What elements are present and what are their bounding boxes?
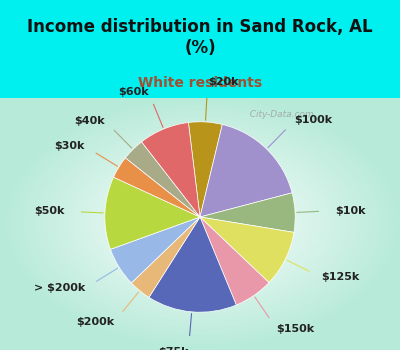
Wedge shape [200, 193, 295, 232]
Text: $75k: $75k [158, 346, 188, 350]
Wedge shape [131, 217, 200, 298]
Text: $150k: $150k [276, 323, 314, 334]
Wedge shape [200, 217, 269, 305]
Text: $100k: $100k [295, 116, 333, 125]
Text: $125k: $125k [321, 272, 359, 282]
Text: > $200k: > $200k [34, 284, 85, 293]
Wedge shape [110, 217, 200, 283]
Wedge shape [105, 177, 200, 249]
Wedge shape [200, 125, 292, 217]
Text: $10k: $10k [335, 205, 366, 216]
Wedge shape [200, 217, 294, 282]
Text: $50k: $50k [34, 206, 65, 216]
Text: City-Data.com: City-Data.com [244, 110, 314, 119]
Wedge shape [114, 158, 200, 217]
Text: $30k: $30k [54, 141, 85, 151]
Wedge shape [126, 142, 200, 217]
Wedge shape [188, 122, 222, 217]
Text: $20k: $20k [208, 77, 238, 87]
Text: $60k: $60k [118, 87, 148, 97]
Wedge shape [142, 122, 200, 217]
Text: $200k: $200k [76, 317, 114, 327]
Wedge shape [149, 217, 236, 312]
Text: Income distribution in Sand Rock, AL
(%): Income distribution in Sand Rock, AL (%) [27, 18, 373, 57]
Text: $40k: $40k [74, 116, 105, 126]
Text: White residents: White residents [138, 76, 262, 90]
